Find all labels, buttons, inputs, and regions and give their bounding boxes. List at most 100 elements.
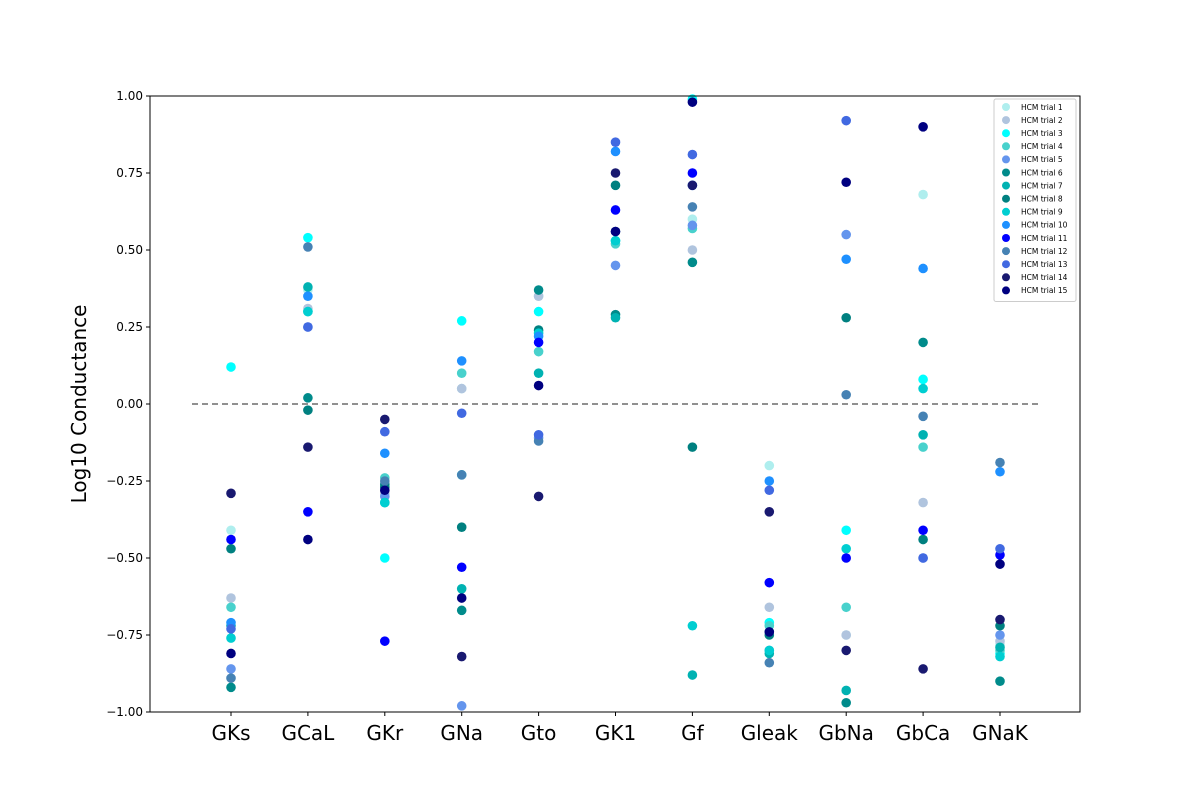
data-point [687,620,698,631]
data-point [303,405,313,415]
y-axis-title: Log10 Conductance [67,305,91,504]
data-point [610,226,621,237]
data-point [226,525,236,536]
data-point [226,624,236,634]
legend-marker [1002,207,1010,216]
data-point [303,322,313,332]
y-tick-label: 0.75 [116,166,143,180]
legend-marker [1002,116,1010,125]
data-point [533,380,544,391]
legend-label: HCM trial 13 [1021,260,1068,269]
x-tick-label: GNaK [972,721,1029,745]
data-point [226,664,236,674]
data-point [456,584,467,594]
data-point [303,534,313,545]
y-tick-label: −1.00 [106,705,143,719]
data-point [918,189,928,200]
data-point [918,122,928,132]
x-tick-label: GCaL [281,721,335,745]
legend-label: HCM trial 14 [1021,273,1068,282]
data-point [380,636,390,646]
x-tick-label: GK1 [595,721,636,745]
data-point [533,368,544,379]
legend-marker [1002,155,1010,164]
data-point [610,260,621,271]
data-point [380,426,390,437]
data-point [918,525,928,536]
series-13 [226,115,1005,634]
data-point [226,534,236,545]
data-point [918,411,928,422]
data-point [610,235,621,246]
data-point [456,383,467,394]
data-point [841,645,851,656]
data-point [841,229,851,240]
legend-label: HCM trial 5 [1021,155,1063,164]
data-point [226,648,236,659]
legend: HCM trial 1 HCM trial 2 HCM trial 3 HCM tri… [993,98,1077,302]
data-point [456,368,467,379]
x-tick-label: Gf [681,721,704,745]
series-12 [226,202,1005,683]
data-point [687,180,698,191]
x-tick-label: GbCa [896,721,950,745]
data-point [918,664,928,674]
legend-box [993,98,1077,302]
data-point [533,346,544,357]
x-tick-label: GKs [211,721,250,745]
y-axis: −1.00 −0.75 −0.50 −0.25 0.00 0.25 0.50 0.75 1.00 [106,89,150,719]
data-point [303,291,313,302]
series-11 [226,168,1005,646]
data-point [764,476,775,486]
y-tick-label: −0.25 [106,474,143,488]
data-point [918,534,928,545]
data-point [380,476,390,486]
data-point [764,485,775,496]
legend-marker [1002,194,1010,203]
data-point [303,242,313,252]
legend-label: HCM trial 1 [1021,103,1063,112]
data-point [380,485,390,496]
data-point [841,115,851,126]
data-point [841,389,851,400]
data-point [226,543,236,554]
data-point [610,312,621,323]
data-point [687,670,698,680]
data-point [918,430,928,440]
x-tick-label: GKr [366,721,404,745]
legend-label: HCM trial 12 [1021,247,1068,256]
data-point [841,602,851,613]
data-point [764,507,775,517]
data-point [995,457,1005,468]
data-point [610,205,621,215]
data-point [226,593,236,603]
data-point [456,701,467,711]
data-point [687,168,698,178]
data-point [610,146,621,157]
legend-marker [1002,220,1010,229]
legend-marker [1002,247,1010,256]
legend-label: HCM trial 15 [1021,286,1068,295]
data-point [303,507,313,517]
x-tick-label: Gleak [741,721,799,745]
series-15 [226,97,1005,659]
legend-marker [1002,168,1010,177]
data-point [533,491,544,502]
data-point [687,202,698,212]
data-point [918,553,928,563]
data-point [226,633,236,643]
data-point [687,149,698,160]
data-point [226,362,236,372]
y-tick-label: −0.75 [106,628,143,642]
data-point [226,682,236,693]
data-point [456,605,467,616]
data-point [533,337,544,348]
y-tick-label: 0.00 [116,397,143,411]
legend-marker [1002,273,1010,282]
x-tick-label: Gto [521,721,557,745]
data-point [456,522,467,532]
data-point [687,245,698,255]
data-point [918,374,928,385]
data-point [841,312,851,323]
